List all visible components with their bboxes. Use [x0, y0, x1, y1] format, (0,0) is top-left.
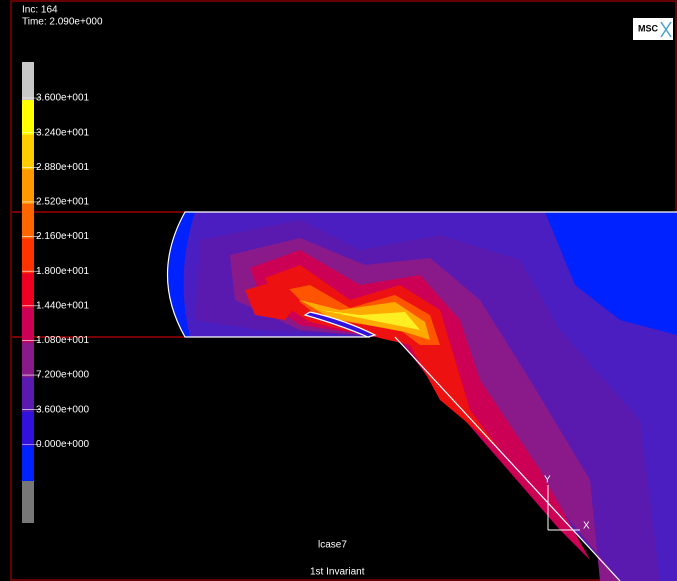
logo-x [660, 21, 672, 38]
legend-swatch [22, 377, 34, 413]
legend-swatch [22, 446, 34, 482]
contour-blue [167, 212, 195, 337]
legend-label: 2.520e+001 [36, 197, 90, 208]
legend-swatch [22, 411, 34, 447]
legend-swatch [22, 273, 34, 309]
legend-bottom [22, 481, 34, 523]
contour-blue [545, 212, 677, 335]
legend-label: 1.080e+001 [36, 335, 90, 346]
legend-swatch [22, 342, 34, 378]
legend-swatch [22, 134, 34, 170]
legend-swatch [22, 100, 34, 136]
legend-swatch [22, 169, 34, 205]
load-case: lcase7 [318, 540, 347, 551]
legend-label: 2.880e+001 [36, 162, 90, 173]
legend-label: 0.000e+000 [36, 439, 90, 450]
contour-red [245, 280, 300, 320]
axis-y-label: Y [544, 475, 551, 486]
quantity: 1st Invariant [310, 567, 365, 578]
legend-swatch [22, 307, 34, 343]
legend: 3.600e+001 3.240e+001 2.880e+001 2.520e+001… [22, 93, 90, 482]
domain-outline [394, 336, 621, 581]
legend-label: 1.800e+001 [36, 266, 90, 277]
logo: MSC [638, 23, 659, 33]
legend-label: 3.240e+001 [36, 127, 90, 138]
legend-top [22, 62, 34, 100]
contour-yellow [320, 310, 420, 330]
contour-orange-light [300, 300, 430, 340]
legend-label: 2.160e+001 [36, 231, 90, 242]
axis-x-label: X [583, 521, 590, 532]
legend-swatch [22, 203, 34, 240]
legend-label: 7.200e+000 [36, 370, 90, 381]
legend-label: 3.600e+000 [36, 404, 90, 415]
legend-label: 3.600e+001 [36, 93, 90, 104]
legend-swatch [22, 238, 34, 274]
legend-label: 1.440e+001 [36, 300, 90, 311]
increment: Inc: 164 [22, 5, 58, 16]
domain-outline [166, 211, 677, 338]
hole-outline [303, 311, 377, 338]
time: Time: 2.090e+000 [22, 17, 103, 28]
